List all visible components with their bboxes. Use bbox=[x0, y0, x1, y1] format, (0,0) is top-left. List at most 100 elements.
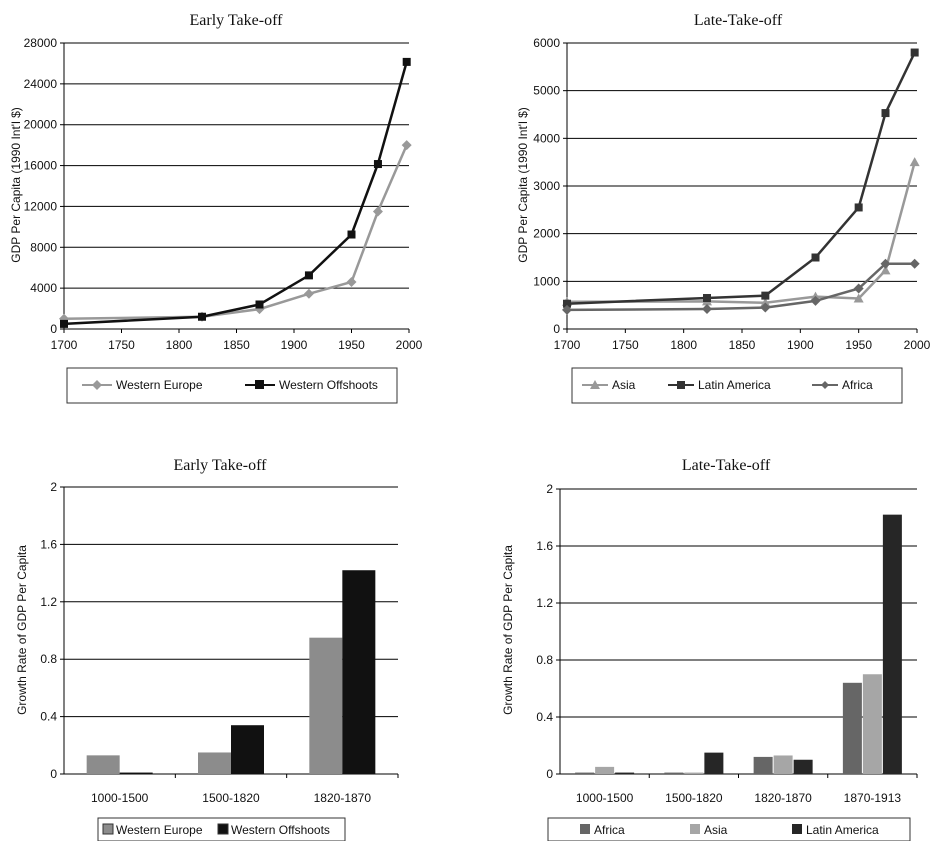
x-tick-labels: 1700 1750 1800 1850 1900 1950 2000 bbox=[554, 338, 931, 352]
x-tick-label: 1500-1820 bbox=[665, 791, 723, 805]
x-tick-label: 1800 bbox=[166, 338, 193, 352]
legend-item-latin-america: Latin America bbox=[668, 378, 771, 392]
bar bbox=[684, 772, 704, 774]
axes bbox=[556, 488, 918, 778]
data-point bbox=[373, 160, 382, 169]
y-axis-label: GDP Per Capita (1990 Int'l $) bbox=[9, 107, 23, 262]
y-tick-label: 20000 bbox=[24, 118, 58, 132]
y-tick-label: 0.8 bbox=[536, 653, 553, 667]
gridlines bbox=[567, 42, 917, 282]
legend-label: Western Offshoots bbox=[231, 823, 330, 837]
data-point bbox=[880, 265, 891, 275]
chart-title: Early Take-off bbox=[190, 12, 284, 29]
data-point bbox=[853, 283, 864, 294]
data-point bbox=[853, 293, 864, 303]
bar bbox=[793, 759, 813, 774]
data-point bbox=[303, 288, 314, 299]
data-point bbox=[760, 302, 771, 313]
x-tick-label: 1700 bbox=[554, 338, 581, 352]
x-tick-label: 1900 bbox=[787, 338, 814, 352]
legend-item-africa: Africa bbox=[812, 378, 873, 392]
x-tick-label: 1950 bbox=[338, 338, 365, 352]
axes bbox=[60, 42, 410, 333]
y-tick-label: 8000 bbox=[30, 240, 57, 254]
bar bbox=[862, 674, 882, 774]
y-tick-label: 4000 bbox=[533, 131, 560, 145]
y-tick-label: 1.2 bbox=[536, 596, 553, 610]
x-tick-label: 1750 bbox=[612, 338, 639, 352]
y-tick-labels: 0 1000 2000 3000 4000 5000 6000 bbox=[533, 36, 560, 336]
y-tick-label: 2000 bbox=[533, 227, 560, 241]
data-point bbox=[881, 109, 890, 118]
legend-frame bbox=[547, 817, 911, 841]
legend-item-latin-america: Latin America bbox=[792, 823, 879, 837]
x-tick-label: 1820-1870 bbox=[754, 791, 812, 805]
data-point bbox=[760, 297, 771, 307]
legend: Africa Asia Latin America bbox=[547, 817, 911, 841]
y-axis-label: Growth Rate of GDP Per Capita bbox=[15, 545, 29, 715]
y-tick-label: 0 bbox=[553, 322, 560, 336]
data-point bbox=[402, 57, 411, 66]
bar bbox=[231, 725, 264, 774]
legend-label: Western Europe bbox=[116, 823, 203, 837]
legend: Asia Latin America Africa bbox=[571, 367, 903, 404]
panel-early-takeoff-line: Early Take-off GDP Per Capita (1990 Int'… bbox=[9, 12, 423, 404]
data-point bbox=[563, 299, 571, 308]
gridlines bbox=[64, 42, 409, 289]
data-point bbox=[703, 294, 711, 303]
data-point bbox=[810, 295, 821, 306]
x-tick-label: 1900 bbox=[281, 338, 308, 352]
bar bbox=[86, 755, 120, 774]
data-point bbox=[909, 258, 920, 269]
bar bbox=[309, 637, 343, 774]
series-marks bbox=[86, 570, 376, 774]
y-tick-label: 0.4 bbox=[40, 710, 57, 724]
bar bbox=[842, 682, 862, 774]
chart-title: Late-Take-off bbox=[682, 457, 771, 474]
x-tick-label: 1700 bbox=[51, 338, 78, 352]
y-tick-label: 28000 bbox=[24, 36, 58, 50]
legend-label: Asia bbox=[704, 823, 728, 837]
y-tick-label: 1000 bbox=[533, 274, 560, 288]
y-tick-label: 5000 bbox=[533, 84, 560, 98]
x-tick-label: 1950 bbox=[845, 338, 872, 352]
y-tick-labels: 0 4000 8000 12000 16000 20000 24000 28000 bbox=[24, 36, 58, 336]
data-point bbox=[60, 319, 68, 328]
data-point bbox=[255, 300, 264, 309]
y-tick-label: 12000 bbox=[24, 199, 58, 213]
bar bbox=[342, 570, 376, 774]
bar bbox=[575, 772, 595, 774]
y-axis-label: Growth Rate of GDP Per Capita bbox=[501, 545, 515, 715]
legend-label: Western Europe bbox=[116, 378, 203, 392]
legend-item-western-offshoots: Western Offshoots bbox=[245, 378, 378, 392]
bar bbox=[198, 752, 231, 774]
legend: Western Europe Western Offshoots bbox=[66, 367, 398, 404]
x-tick-label: 1870-1913 bbox=[844, 791, 902, 805]
x-tick-label: 1750 bbox=[108, 338, 135, 352]
data-point bbox=[910, 48, 919, 57]
legend-label: Latin America bbox=[698, 378, 771, 392]
y-tick-label: 16000 bbox=[24, 159, 58, 173]
y-tick-label: 1.6 bbox=[40, 537, 57, 551]
x-tick-label: 1850 bbox=[223, 338, 250, 352]
bar bbox=[704, 752, 724, 774]
data-point bbox=[198, 312, 206, 321]
chart-title: Late-Take-off bbox=[694, 12, 783, 29]
x-tick-label: 2000 bbox=[904, 338, 931, 352]
y-tick-label: 1.2 bbox=[40, 595, 57, 609]
data-point bbox=[854, 203, 863, 212]
data-point bbox=[761, 291, 770, 300]
x-tick-label: 1820-1870 bbox=[314, 791, 372, 805]
bar bbox=[773, 755, 793, 774]
legend-item-western-europe: Western Europe bbox=[102, 823, 203, 837]
data-point bbox=[347, 230, 356, 239]
data-point bbox=[304, 271, 313, 280]
legend: Western Europe Western Offshoots bbox=[97, 817, 346, 841]
x-tick-labels: 1000-1500 1500-1820 1820-1870 bbox=[91, 791, 371, 805]
bar bbox=[664, 772, 684, 774]
bar bbox=[119, 772, 153, 774]
legend-label: Western Offshoots bbox=[279, 378, 378, 392]
y-tick-label: 0 bbox=[546, 767, 553, 781]
data-point bbox=[702, 303, 712, 314]
